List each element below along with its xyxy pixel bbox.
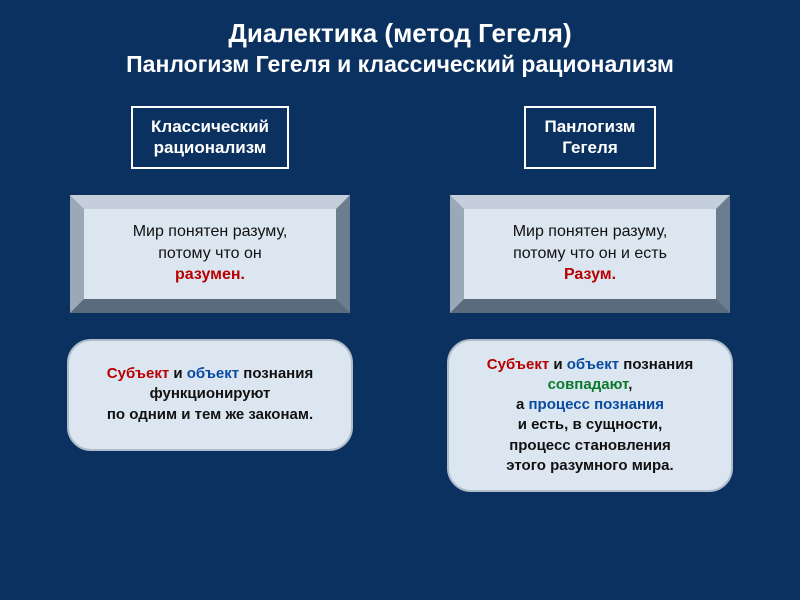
header-panlogism: Панлогизм Гегеля — [524, 106, 655, 169]
header-line2: Гегеля — [562, 138, 617, 157]
header-line2: рационализм — [154, 138, 267, 157]
header-line1: Классический — [151, 117, 269, 136]
bevel-highlight: Разум. — [564, 266, 616, 283]
object-word: объект — [567, 356, 619, 373]
rounded-text-panlogism: Субъект и объект познания совпадают, а п… — [465, 355, 715, 477]
comma: , — [628, 376, 632, 393]
subject-word: Субъект — [487, 356, 549, 373]
line5: этого разумного мира. — [506, 457, 673, 474]
title-sub: Панлогизм Гегеля и классический рационал… — [0, 51, 800, 78]
tail1: познания — [619, 356, 693, 373]
match-word: совпадают — [548, 376, 629, 393]
line2a: а — [516, 396, 529, 413]
bevel-text-panlogism: Мир понятен разуму, потому что он и есть… — [486, 221, 694, 286]
title-main: Диалектика (метод Гегеля) — [0, 18, 800, 49]
bevel-text-classical: Мир понятен разуму, потому что он разуме… — [106, 221, 314, 286]
bevel-plain: Мир понятен разуму, потому что он — [133, 223, 288, 262]
bevel-classical: Мир понятен разуму, потому что он разуме… — [70, 195, 350, 313]
rounded-text-classical: Субъект и объект познания функционируют … — [85, 364, 335, 425]
line4: процесс становления — [509, 437, 671, 454]
rounded-classical: Субъект и объект познания функционируют … — [67, 339, 353, 451]
line3: и есть, в сущности, — [518, 416, 663, 433]
bevel-highlight: разумен. — [175, 266, 245, 283]
object-word: объект — [187, 365, 239, 382]
columns: Классический рационализм Мир понятен раз… — [0, 106, 800, 492]
subject-word: Субъект — [107, 365, 169, 382]
column-panlogism: Панлогизм Гегеля Мир понятен разуму, пот… — [445, 106, 735, 492]
line2b: процесс познания — [528, 396, 664, 413]
and-word: и — [169, 365, 187, 382]
and-word: и — [549, 356, 567, 373]
column-classical-rationalism: Классический рационализм Мир понятен раз… — [65, 106, 355, 492]
bevel-plain: Мир понятен разуму, потому что он и есть — [513, 223, 668, 262]
header-line1: Панлогизм — [544, 117, 635, 136]
header-classical: Классический рационализм — [131, 106, 289, 169]
rounded-panlogism: Субъект и объект познания совпадают, а п… — [447, 339, 733, 493]
tail2: по одним и тем же законам. — [107, 406, 313, 423]
bevel-panlogism: Мир понятен разуму, потому что он и есть… — [450, 195, 730, 313]
title-block: Диалектика (метод Гегеля) Панлогизм Геге… — [0, 0, 800, 78]
